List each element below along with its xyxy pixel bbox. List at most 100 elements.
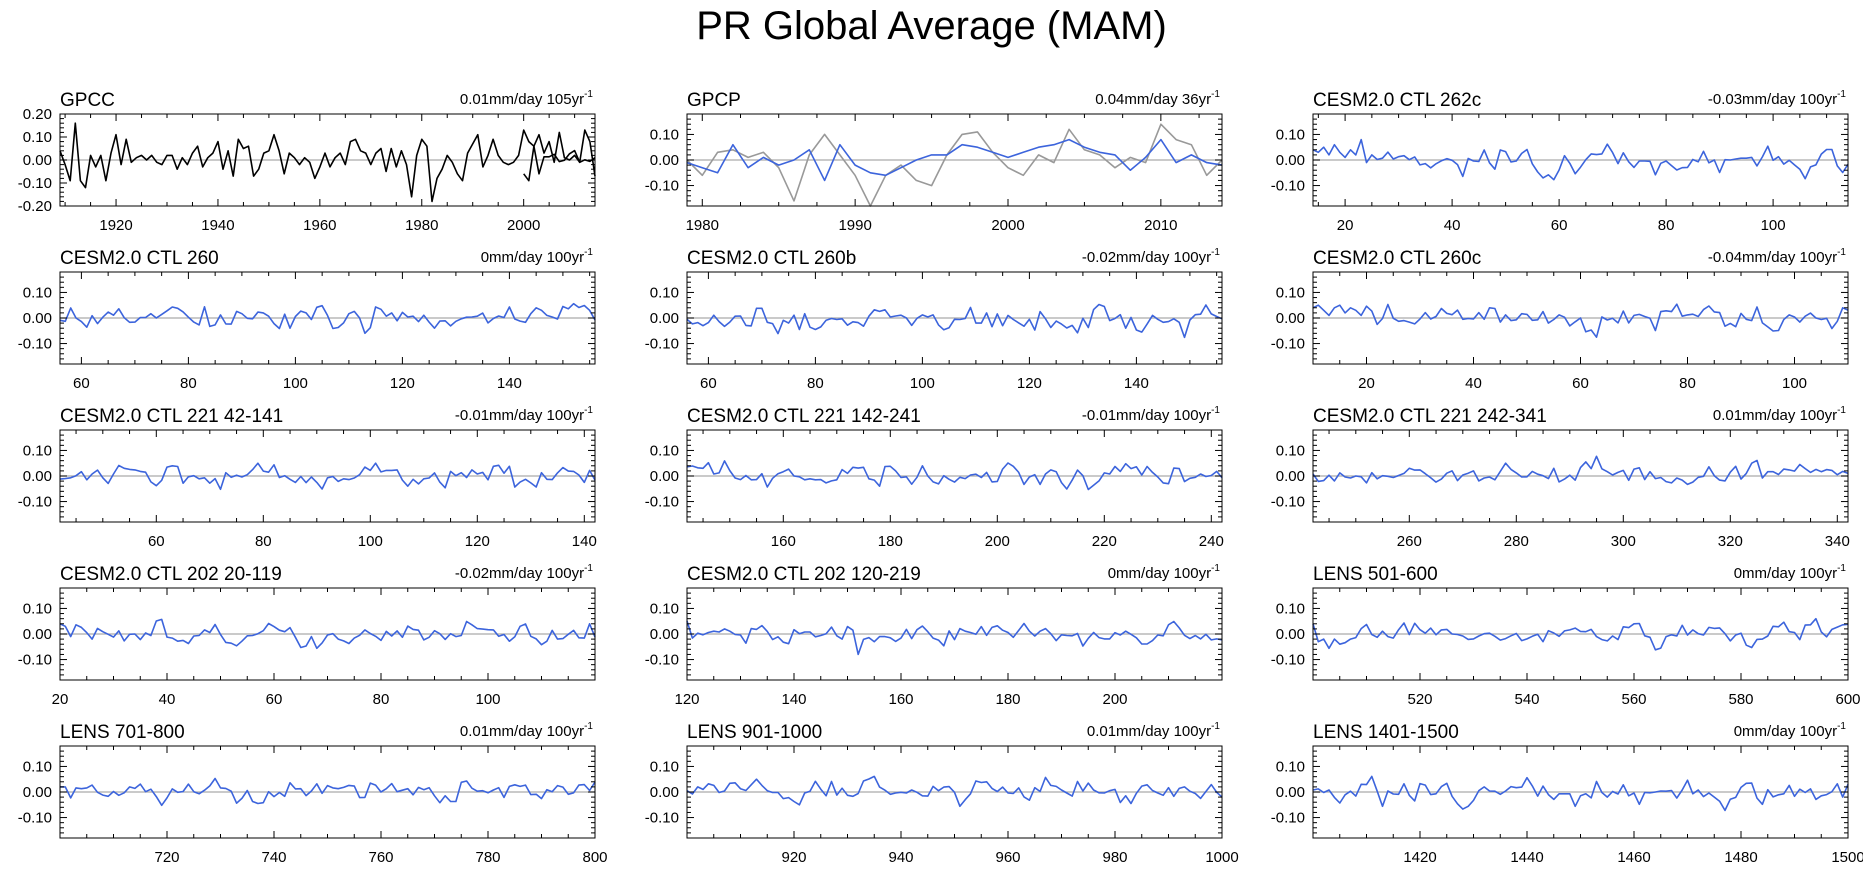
x-tick-label: 980 (1102, 849, 1127, 866)
y-tick-label: 0.00 (1276, 626, 1305, 643)
x-tick-label: 600 (1835, 691, 1860, 708)
x-tick-label: 320 (1718, 533, 1743, 550)
panel-title: LENS 901-1000 (687, 722, 822, 743)
panel-trend: 0.04mm/day 36yr-1 (1095, 89, 1220, 108)
series-line (59, 122, 596, 203)
panel-title: LENS 701-800 (60, 722, 185, 743)
y-tick-label: 0.10 (650, 442, 679, 459)
series-line (59, 462, 596, 491)
panel-title: CESM2.0 CTL 202 20-119 (60, 564, 282, 585)
series-line (686, 138, 1223, 182)
y-tick-label: -0.10 (645, 652, 679, 669)
series-line (59, 302, 596, 335)
x-tick-label: 240 (1199, 533, 1224, 550)
series-line (686, 620, 1223, 656)
x-tick-label: 1420 (1403, 849, 1436, 866)
panel-trend: 0mm/day 100yr-1 (1108, 563, 1221, 582)
panel-trend: 0.01mm/day 100yr-1 (1713, 405, 1847, 424)
x-tick-label: 60 (1572, 375, 1589, 392)
y-tick-label: -0.10 (1271, 494, 1305, 511)
panel-cesm2-0-ctl-221-242-341: CESM2.0 CTL 221 242-341 0.01mm/day 100yr-… (1271, 405, 1850, 550)
x-tick-label: 740 (261, 849, 286, 866)
x-tick-label: 260 (1397, 533, 1422, 550)
panel-title: CESM2.0 CTL 260c (1313, 248, 1481, 269)
x-tick-label: 580 (1728, 691, 1753, 708)
panel-trend: 0.01mm/day 100yr-1 (460, 721, 594, 740)
panel-cesm2-0-ctl-260b: CESM2.0 CTL 260b -0.02mm/day 100yr-1 60 80 1… (645, 247, 1223, 392)
x-tick-label: 180 (878, 533, 903, 550)
series-line (686, 460, 1223, 491)
x-tick-label: 760 (368, 849, 393, 866)
x-tick-label: 1480 (1724, 849, 1757, 866)
x-tick-label: 60 (148, 533, 165, 550)
x-tick-label: 40 (1465, 375, 1482, 392)
x-tick-label: 80 (255, 533, 272, 550)
panel-trend: -0.01mm/day 100yr-1 (1082, 405, 1221, 424)
y-tick-label: 0.00 (650, 468, 679, 485)
x-tick-label: 80 (180, 375, 197, 392)
x-tick-label: 20 (52, 691, 69, 708)
x-tick-label: 300 (1611, 533, 1636, 550)
x-tick-label: 20 (1337, 217, 1354, 234)
panel-trend: 0.01mm/day 105yr-1 (460, 89, 594, 108)
x-tick-label: 780 (475, 849, 500, 866)
panel-title: GPCC (60, 90, 115, 111)
x-tick-label: 280 (1504, 533, 1529, 550)
x-tick-label: 160 (888, 691, 913, 708)
y-tick-label: -0.10 (18, 175, 52, 192)
y-tick-label: 0.10 (23, 129, 52, 146)
y-tick-label: 0.10 (1276, 600, 1305, 617)
y-tick-label: 0.00 (1276, 468, 1305, 485)
panel-cesm2-0-ctl-202-120-219: CESM2.0 CTL 202 120-219 0mm/day 100yr-1 12… (645, 563, 1223, 708)
y-tick-label: 0.10 (23, 442, 52, 459)
y-tick-label: -0.10 (1271, 810, 1305, 827)
x-tick-label: 40 (1444, 217, 1461, 234)
x-tick-label: 940 (888, 849, 913, 866)
panel-gpcp: GPCP 0.04mm/day 36yr-1 1980 1990 2000 2010 0.1… (645, 89, 1223, 234)
panel-title: CESM2.0 CTL 221 142-241 (687, 406, 921, 427)
panel-cesm2-0-ctl-221-142-241: CESM2.0 CTL 221 142-241 -0.01mm/day 100yr… (645, 405, 1224, 550)
y-tick-label: -0.10 (645, 336, 679, 353)
x-tick-label: 100 (283, 375, 308, 392)
y-tick-label: 0.10 (1276, 284, 1305, 301)
panel-trend: 0mm/day 100yr-1 (1734, 563, 1847, 582)
y-tick-label: 0.10 (650, 284, 679, 301)
x-tick-label: 200 (1102, 691, 1127, 708)
y-tick-label: 0.10 (1276, 442, 1305, 459)
x-tick-label: 160 (771, 533, 796, 550)
x-tick-label: 920 (781, 849, 806, 866)
y-tick-label: 0.10 (23, 600, 52, 617)
series-line (686, 123, 1223, 207)
panel-trend: -0.03mm/day 100yr-1 (1708, 89, 1847, 108)
y-tick-label: 0.10 (1276, 758, 1305, 775)
panel-lens-501-600: LENS 501-600 0mm/day 100yr-1 520 540 560 580 6… (1271, 563, 1861, 708)
x-tick-label: 120 (1017, 375, 1042, 392)
x-tick-label: 1960 (303, 217, 336, 234)
y-tick-label: 0.00 (1276, 152, 1305, 169)
y-tick-label: -0.10 (645, 178, 679, 195)
x-tick-label: 1940 (201, 217, 234, 234)
x-tick-label: 2010 (1144, 217, 1177, 234)
x-tick-label: 2000 (991, 217, 1024, 234)
y-tick-label: 0.00 (23, 310, 52, 327)
x-tick-label: 560 (1621, 691, 1646, 708)
y-tick-label: 0.00 (650, 784, 679, 801)
panel-title: CESM2.0 CTL 260b (687, 248, 856, 269)
y-tick-label: -0.10 (18, 810, 52, 827)
panel-cesm2-0-ctl-202-20-119: CESM2.0 CTL 202 20-119 -0.02mm/day 100yr-… (18, 563, 596, 708)
y-tick-label: 0.00 (650, 152, 679, 169)
y-tick-label: 0.00 (650, 626, 679, 643)
panel-lens-701-800: LENS 701-800 0.01mm/day 100yr-1 720 740 760 7… (18, 721, 608, 866)
y-tick-label: 0.10 (1276, 126, 1305, 143)
x-tick-label: 100 (1761, 217, 1786, 234)
y-tick-label: 0.00 (23, 468, 52, 485)
x-tick-label: 2000 (507, 217, 540, 234)
panel-cesm2-0-ctl-221-42-141: CESM2.0 CTL 221 42-141 -0.01mm/day 100yr-… (18, 405, 597, 550)
x-tick-label: 60 (73, 375, 90, 392)
panel-title: CESM2.0 CTL 221 42-141 (60, 406, 283, 427)
x-tick-label: 1460 (1617, 849, 1650, 866)
x-tick-label: 100 (358, 533, 383, 550)
x-tick-label: 20 (1358, 375, 1375, 392)
panel-trend: -0.02mm/day 100yr-1 (1082, 247, 1221, 266)
